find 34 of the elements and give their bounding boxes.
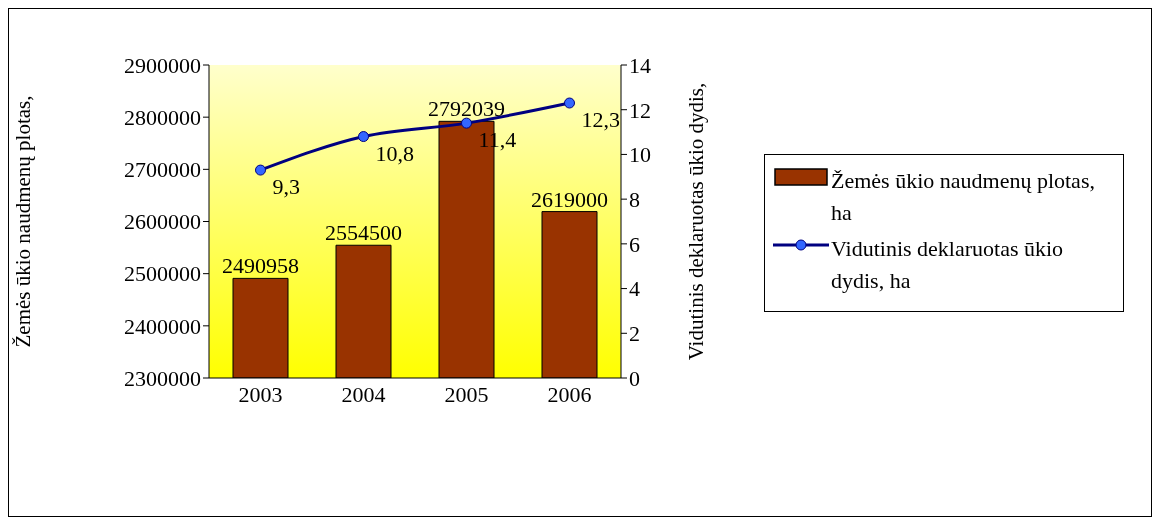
point — [358, 131, 369, 143]
y2-tick-label: 6 — [629, 231, 640, 257]
data-label: 2490958 — [222, 253, 299, 279]
data-label: 2554500 — [325, 220, 402, 246]
y-axis-title: Žemės ūkio naudmenų plotas, — [11, 95, 36, 348]
data-label: 2619000 — [531, 186, 608, 212]
y-tick-label: 2500000 — [124, 261, 201, 287]
y2-tick-label: 0 — [629, 365, 640, 391]
y2-tick-label: 12 — [629, 97, 651, 123]
y2-tick-label: 8 — [629, 186, 640, 212]
y-tick-label: 2800000 — [124, 104, 201, 130]
x-tick-label: 2003 — [238, 381, 283, 407]
x-tick-label: 2004 — [341, 381, 386, 407]
y-tick-label: 2300000 — [124, 365, 201, 391]
y2-axis-title: Vidutinis deklaruotas ūkio dydis, — [684, 82, 709, 361]
y2-tick-label: 14 — [629, 52, 651, 78]
y2-tick-label: 4 — [629, 276, 640, 302]
x-tick-label: 2006 — [547, 381, 592, 407]
x-tick-label: 2005 — [444, 381, 489, 407]
y2-tick-label: 10 — [629, 142, 651, 168]
y-tick-label: 2900000 — [124, 52, 201, 78]
data-label: 2792039 — [428, 96, 505, 122]
data-label: 12,3 — [581, 107, 620, 133]
y-tick-label: 2400000 — [124, 313, 201, 339]
legend-label: Vidutinis deklaruotas ūkio dydis, ha — [831, 235, 1065, 295]
y-tick-label: 2600000 — [124, 209, 201, 235]
y2-tick-label: 2 — [629, 321, 640, 347]
legend-label: Žemės ūkio naudmenų plotas, ha — [831, 167, 1096, 227]
point — [564, 97, 575, 109]
point — [255, 164, 266, 176]
point — [461, 117, 472, 129]
y-tick-label: 2700000 — [124, 157, 201, 183]
data-label: 10,8 — [375, 140, 414, 166]
data-label: 9,3 — [272, 174, 300, 200]
